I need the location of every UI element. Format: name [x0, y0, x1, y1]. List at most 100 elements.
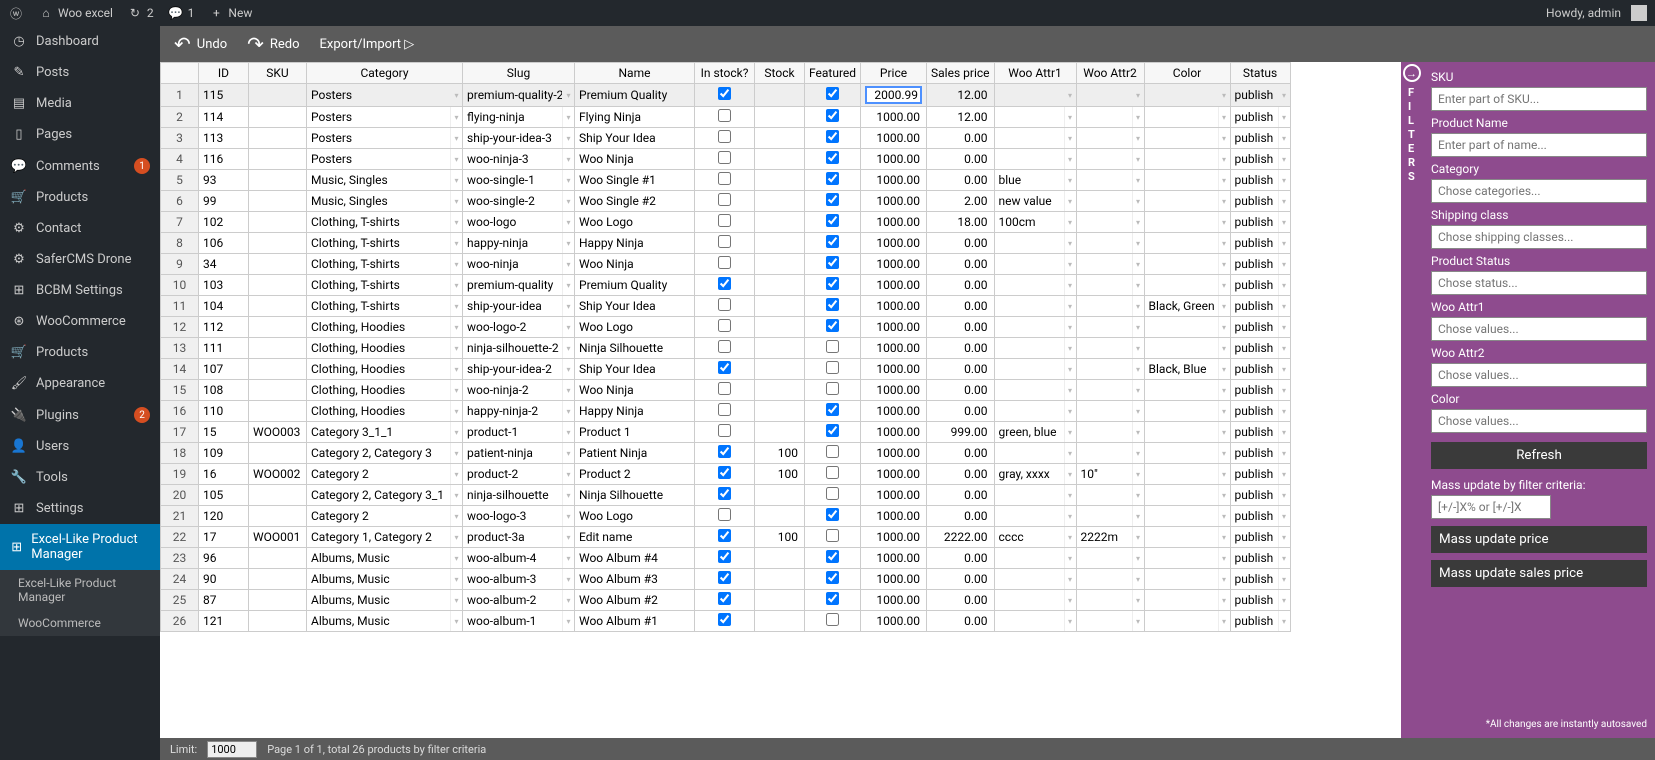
dropdown-arrow-icon[interactable]: ▾ [1278, 191, 1290, 211]
cell[interactable]: publish▾ [1230, 233, 1290, 254]
cell[interactable]: ▾ [994, 506, 1076, 527]
cell[interactable] [249, 149, 307, 170]
cell[interactable]: ship-your-idea-2▾ [463, 359, 575, 380]
export-import-button[interactable]: Export/Import ▷ [320, 37, 415, 52]
checkbox[interactable] [718, 235, 731, 248]
cell[interactable]: 1000.00 [861, 590, 927, 611]
checkbox[interactable] [718, 466, 731, 479]
dropdown-arrow-icon[interactable]: ▾ [1218, 485, 1230, 505]
dropdown-arrow-icon[interactable]: ▾ [1132, 107, 1144, 127]
cell[interactable]: Category 3_1_1▾ [307, 422, 463, 443]
limit-input[interactable] [207, 741, 257, 758]
cell[interactable]: 1000.00 [861, 233, 927, 254]
cell[interactable]: 1000.00 [861, 212, 927, 233]
menu-item-posts[interactable]: ✎Posts [0, 57, 160, 88]
cell[interactable] [755, 338, 805, 359]
cell[interactable]: ▾ [1076, 380, 1144, 401]
table-row[interactable]: 2587Albums, Music▾woo-album-2▾Woo Album … [161, 590, 1291, 611]
dropdown-arrow-icon[interactable]: ▾ [1218, 233, 1230, 253]
dropdown-arrow-icon[interactable]: ▾ [450, 212, 462, 232]
cell[interactable]: 19 [161, 464, 199, 485]
cell[interactable]: 6 [161, 191, 199, 212]
dropdown-arrow-icon[interactable]: ▾ [1218, 149, 1230, 169]
dropdown-arrow-icon[interactable]: ▾ [1132, 338, 1144, 358]
dropdown-arrow-icon[interactable]: ▾ [1278, 212, 1290, 232]
cell[interactable]: Clothing, Hoodies▾ [307, 317, 463, 338]
dropdown-arrow-icon[interactable]: ▾ [562, 212, 574, 232]
cell[interactable]: 1000.00 [861, 548, 927, 569]
cell[interactable]: 0.00 [927, 149, 994, 170]
cell[interactable]: 1000.00 [861, 569, 927, 590]
cell[interactable]: ▾ [994, 569, 1076, 590]
checkbox[interactable] [826, 172, 839, 185]
dropdown-arrow-icon[interactable]: ▾ [1132, 380, 1144, 400]
cell[interactable]: ▾ [1144, 506, 1230, 527]
cell[interactable] [695, 338, 755, 359]
column-header[interactable]: Name [575, 63, 695, 84]
cell[interactable] [755, 212, 805, 233]
cell[interactable]: ▾ [994, 443, 1076, 464]
cell[interactable]: Clothing, T-shirts▾ [307, 233, 463, 254]
cell[interactable]: ▾ [1076, 422, 1144, 443]
checkbox[interactable] [826, 256, 839, 269]
dropdown-arrow-icon[interactable]: ▾ [1132, 611, 1144, 631]
cell[interactable]: 1000.00 [861, 170, 927, 191]
cell[interactable]: Clothing, Hoodies▾ [307, 401, 463, 422]
dropdown-arrow-icon[interactable]: ▾ [1278, 611, 1290, 631]
checkbox[interactable] [718, 529, 731, 542]
dropdown-arrow-icon[interactable]: ▾ [1278, 590, 1290, 610]
cell[interactable]: Happy Ninja [575, 401, 695, 422]
cell[interactable]: ▾ [1076, 548, 1144, 569]
cell[interactable]: publish▾ [1230, 611, 1290, 632]
column-header[interactable]: Slug [463, 63, 575, 84]
cell[interactable] [755, 191, 805, 212]
cell[interactable]: ▾ [1076, 170, 1144, 191]
cell[interactable]: 0.00 [927, 359, 994, 380]
cell[interactable]: ▾ [1144, 317, 1230, 338]
cell[interactable]: publish▾ [1230, 317, 1290, 338]
cell[interactable]: ▾ [1144, 443, 1230, 464]
dropdown-arrow-icon[interactable]: ▾ [450, 569, 462, 589]
menu-item-products[interactable]: 🛒Products [0, 337, 160, 368]
cell[interactable]: Woo Album #2 [575, 590, 695, 611]
cell[interactable]: ▾ [1144, 464, 1230, 485]
table-row[interactable]: 10103Clothing, T-shirts▾premium-quality▾… [161, 275, 1291, 296]
cell[interactable]: 10 [161, 275, 199, 296]
dropdown-arrow-icon[interactable]: ▾ [1218, 464, 1230, 484]
cell[interactable]: ▾ [1076, 590, 1144, 611]
cell[interactable]: flying-ninja▾ [463, 107, 575, 128]
checkbox[interactable] [718, 487, 731, 500]
dropdown-arrow-icon[interactable]: ▾ [1064, 275, 1076, 295]
dropdown-arrow-icon[interactable]: ▾ [1064, 317, 1076, 337]
cell[interactable]: 99 [199, 191, 249, 212]
dropdown-arrow-icon[interactable]: ▾ [450, 254, 462, 274]
cell[interactable]: 13 [161, 338, 199, 359]
cell[interactable]: 0.00 [927, 464, 994, 485]
cell[interactable]: 2.00 [927, 191, 994, 212]
cell[interactable]: woo-ninja-3▾ [463, 149, 575, 170]
cell[interactable] [755, 422, 805, 443]
cell[interactable]: ▾ [1144, 611, 1230, 632]
dropdown-arrow-icon[interactable]: ▾ [1218, 443, 1230, 463]
cell[interactable]: publish▾ [1230, 84, 1290, 107]
cell[interactable]: ninja-silhouette▾ [463, 485, 575, 506]
cell[interactable]: Clothing, Hoodies▾ [307, 380, 463, 401]
cell[interactable]: woo-ninja-2▾ [463, 380, 575, 401]
cell[interactable]: 1000.00 [861, 611, 927, 632]
dropdown-arrow-icon[interactable]: ▾ [1132, 464, 1144, 484]
cell[interactable]: Albums, Music▾ [307, 569, 463, 590]
cell[interactable]: 1000.00 [861, 254, 927, 275]
checkbox[interactable] [826, 130, 839, 143]
column-header[interactable]: Status [1230, 63, 1290, 84]
cell[interactable]: 111 [199, 338, 249, 359]
dropdown-arrow-icon[interactable]: ▾ [1278, 84, 1290, 106]
cell[interactable] [755, 149, 805, 170]
column-header[interactable]: Price [861, 63, 927, 84]
cell[interactable] [695, 443, 755, 464]
cell[interactable]: 1000.00 [861, 191, 927, 212]
cell[interactable]: Posters▾ [307, 149, 463, 170]
cell[interactable] [805, 590, 861, 611]
dropdown-arrow-icon[interactable]: ▾ [562, 443, 574, 463]
cell[interactable]: gray, xxxx▾ [994, 464, 1076, 485]
table-row[interactable]: 699Music, Singles▾woo-single-2▾Woo Singl… [161, 191, 1291, 212]
